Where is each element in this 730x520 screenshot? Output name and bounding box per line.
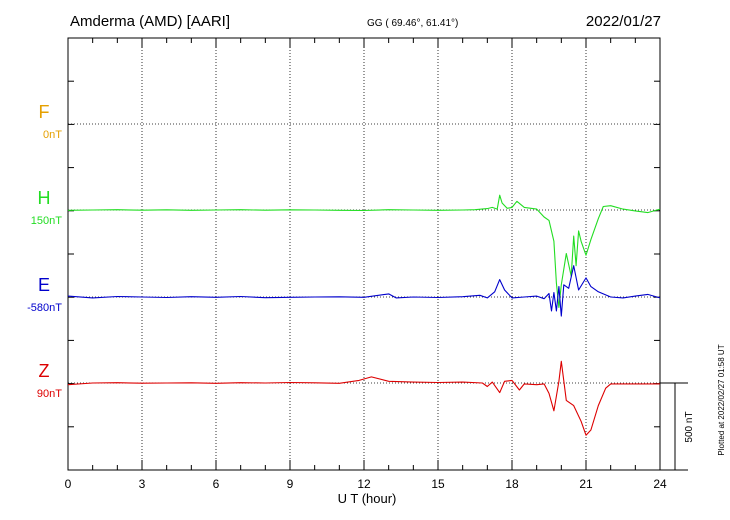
x-tick-label: 18 [505,477,519,491]
x-axis-ticks: 0 3 6 9 12 15 18 21 24 [65,37,667,491]
trace-h [67,194,661,308]
geographic-coords: GG ( 69.46°, 61.41°) [367,18,458,29]
x-tick-label: 6 [213,477,220,491]
trace-z [67,360,660,436]
component-label-h: H [38,188,51,208]
x-tick-label: 0 [65,477,72,491]
component-label-z: Z [39,361,50,381]
baseline-value-z: 90nT [37,388,62,400]
station-title: Amderma (AMD) [AARI] [70,13,230,30]
plotted-timestamp: Plotted at 2022/02/27 01:58 UT [717,344,726,455]
component-labels: F 0nT H 150nT E -580nT Z 90nT [27,102,62,400]
component-label-e: E [38,275,50,295]
date-label: 2022/01/27 [586,13,661,30]
grid-lines [68,38,660,470]
data-traces [67,194,661,436]
x-tick-label: 24 [653,477,667,491]
x-tick-label: 15 [431,477,445,491]
scale-bar [660,382,688,471]
baseline-value-f: 0nT [43,129,62,141]
x-tick-label: 12 [357,477,371,491]
baseline-value-e: -580nT [27,302,62,314]
baseline-value-h: 150nT [31,215,62,227]
x-tick-label: 9 [287,477,294,491]
scale-bar-label: 500 nT [684,411,695,442]
x-axis-label: U T (hour) [338,491,397,506]
trace-e [67,265,661,317]
x-tick-label: 3 [139,477,146,491]
x-tick-label: 21 [579,477,593,491]
component-label-f: F [39,102,50,122]
